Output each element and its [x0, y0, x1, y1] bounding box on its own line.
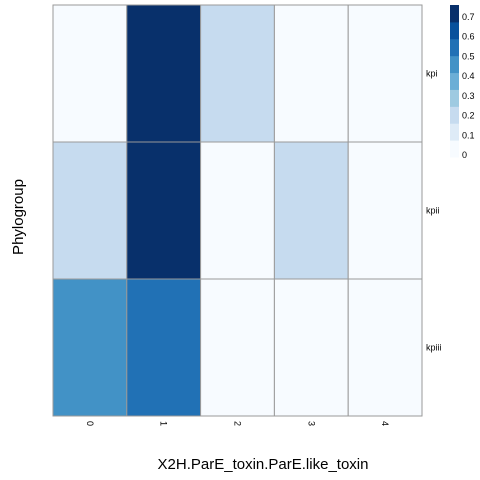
column-label: 4	[380, 421, 390, 426]
legend-tick-label: 0	[462, 150, 467, 160]
heatmap-cell	[126, 141, 202, 280]
heatmap-cell	[273, 4, 349, 143]
heatmap-cell	[52, 278, 128, 417]
legend-tick-label: 0.4	[462, 71, 475, 81]
legend-swatch	[450, 106, 459, 124]
row-label: kpiii	[426, 343, 442, 353]
row-label: kpi	[426, 69, 438, 79]
row-labels: kpi kpii kpiii	[426, 69, 442, 353]
heatmap-cell	[347, 4, 423, 143]
column-label: 2	[233, 421, 243, 426]
legend-tick-label: 0.5	[462, 51, 475, 61]
legend-tick-label: 0.3	[462, 91, 475, 101]
legend-swatch	[450, 21, 459, 40]
legend-tick-label: 0.2	[462, 111, 475, 121]
heatmap-cell	[347, 141, 423, 280]
legend-swatch	[450, 38, 459, 57]
row-label: kpii	[426, 206, 440, 216]
legend-tick-label: 0.6	[462, 32, 475, 42]
column-label: 1	[159, 421, 169, 426]
heatmap-cell	[273, 278, 349, 417]
heatmap-cells	[52, 4, 423, 417]
heatmap-cell	[200, 278, 275, 417]
heatmap-cell	[52, 4, 128, 143]
legend-swatch	[450, 72, 459, 90]
heatmap-cell	[200, 4, 275, 143]
legend-swatch	[450, 5, 459, 23]
legend-tick-label: 0.1	[462, 130, 475, 140]
legend-tick-label: 0.7	[462, 12, 475, 22]
legend-swatch	[450, 123, 459, 141]
y-axis-title: Phylogroup	[10, 179, 27, 255]
legend-swatch	[450, 140, 459, 158]
heatmap-cell	[273, 141, 349, 280]
column-labels: 0 1 2 3 4	[85, 421, 390, 426]
heatmap-cell	[52, 141, 128, 280]
heatmap-cell	[126, 4, 202, 143]
column-label: 0	[85, 421, 95, 426]
column-label: 3	[306, 421, 316, 426]
heatmap-cell	[126, 278, 202, 417]
heatmap-cell	[347, 278, 423, 417]
legend-swatch	[450, 89, 459, 107]
heatmap-cell	[200, 141, 275, 280]
plot-border	[52, 4, 423, 417]
color-legend: 0 0.1 0.2 0.3 0.4 0.5 0.6 0.7	[450, 5, 475, 160]
x-axis-title: X2H.ParE_toxin.ParE.like_toxin	[158, 456, 369, 473]
legend-swatch	[450, 55, 459, 74]
